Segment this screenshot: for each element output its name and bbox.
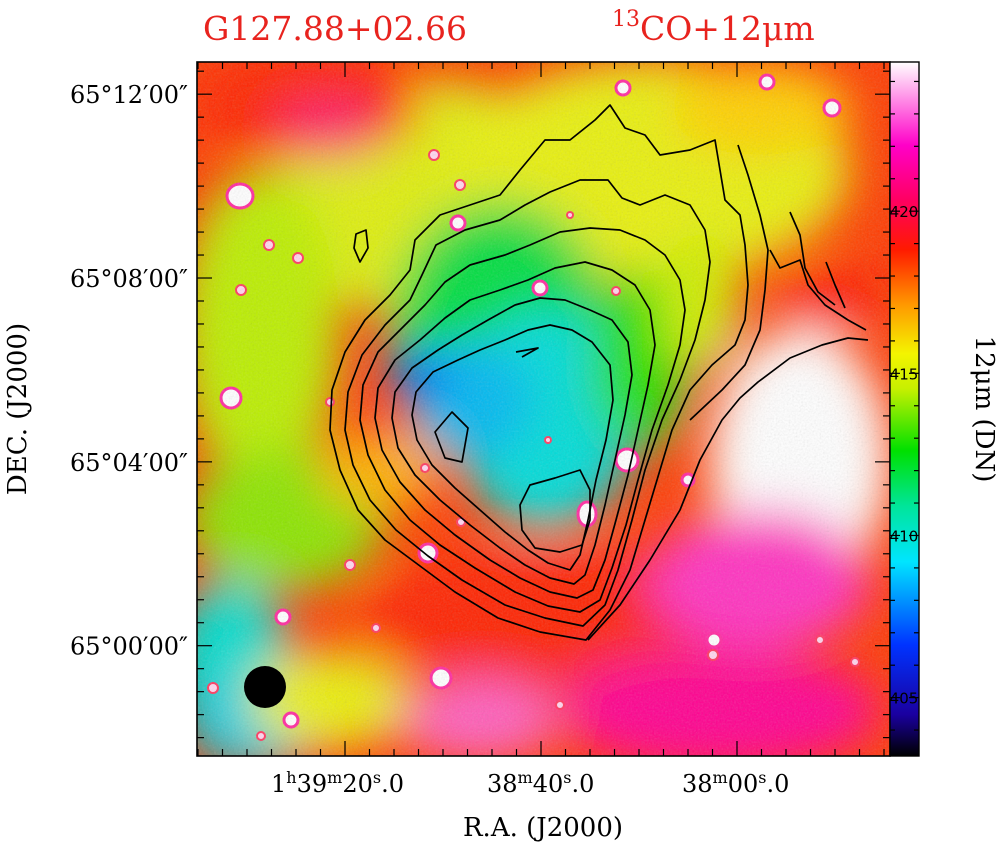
contour-line (411, 324, 614, 571)
chart-title-tracer-main: CO+12μm (640, 9, 815, 48)
contour-line (825, 261, 846, 309)
colorbar-tick-label: 415 (890, 365, 919, 383)
y-tick-label: 65°12′00″ (70, 81, 188, 109)
colorbar (889, 61, 920, 757)
contour-line (374, 261, 656, 599)
contour-line (391, 297, 633, 585)
heatmap-image (197, 62, 890, 756)
contour-line (434, 411, 469, 463)
contour-line (769, 249, 867, 331)
contour-line (329, 104, 749, 641)
x-tick-label: 38m00s.0 (682, 768, 789, 799)
y-tick-label: 65°00′00″ (70, 633, 188, 661)
contour-line (689, 144, 769, 421)
contour-line (587, 337, 869, 641)
contour-line (789, 211, 836, 306)
contour-line (515, 347, 539, 358)
x-tick-labels: 1h39m20s.0 38m40s.0 38m00s.0 (271, 768, 789, 799)
colorbar-label: 12μm (DN) (969, 336, 999, 483)
colorbar-tick-label: 405 (890, 690, 919, 708)
contour-line (344, 179, 711, 627)
x-tick-label: 38m40s.0 (487, 768, 594, 799)
colorbar-tick-label: 410 (890, 527, 919, 545)
axis-ticks (197, 62, 890, 756)
contour-line (519, 469, 591, 553)
contour-line (353, 229, 369, 263)
y-tick-label: 65°04′00″ (70, 449, 188, 477)
x-axis-label: R.A. (J2000) (463, 813, 623, 843)
chart-title-tracer: 13CO+12μm (612, 7, 815, 48)
colorbar-tick-label: 420 (890, 203, 919, 221)
colorbar-tick-labels: 405 410 415 420 (890, 203, 919, 707)
y-tick-label: 65°08′00″ (70, 265, 188, 293)
chart-title-tracer-sup: 13 (612, 7, 640, 32)
y-axis-label: DEC. (J2000) (3, 323, 33, 495)
contour-set (329, 104, 869, 641)
y-tick-labels: 65°12′00″ 65°08′00″ 65°04′00″ 65°00′00″ (70, 81, 188, 661)
contour-line (359, 227, 686, 613)
x-tick-label: 1h39m20s.0 (271, 768, 404, 799)
beam-marker (244, 666, 286, 708)
colorbar-ticks (890, 80, 919, 731)
chart-title-source: G127.88+02.66 (203, 9, 467, 48)
